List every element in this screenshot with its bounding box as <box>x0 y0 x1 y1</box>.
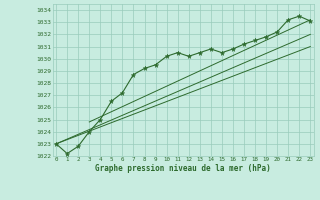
X-axis label: Graphe pression niveau de la mer (hPa): Graphe pression niveau de la mer (hPa) <box>95 164 271 173</box>
